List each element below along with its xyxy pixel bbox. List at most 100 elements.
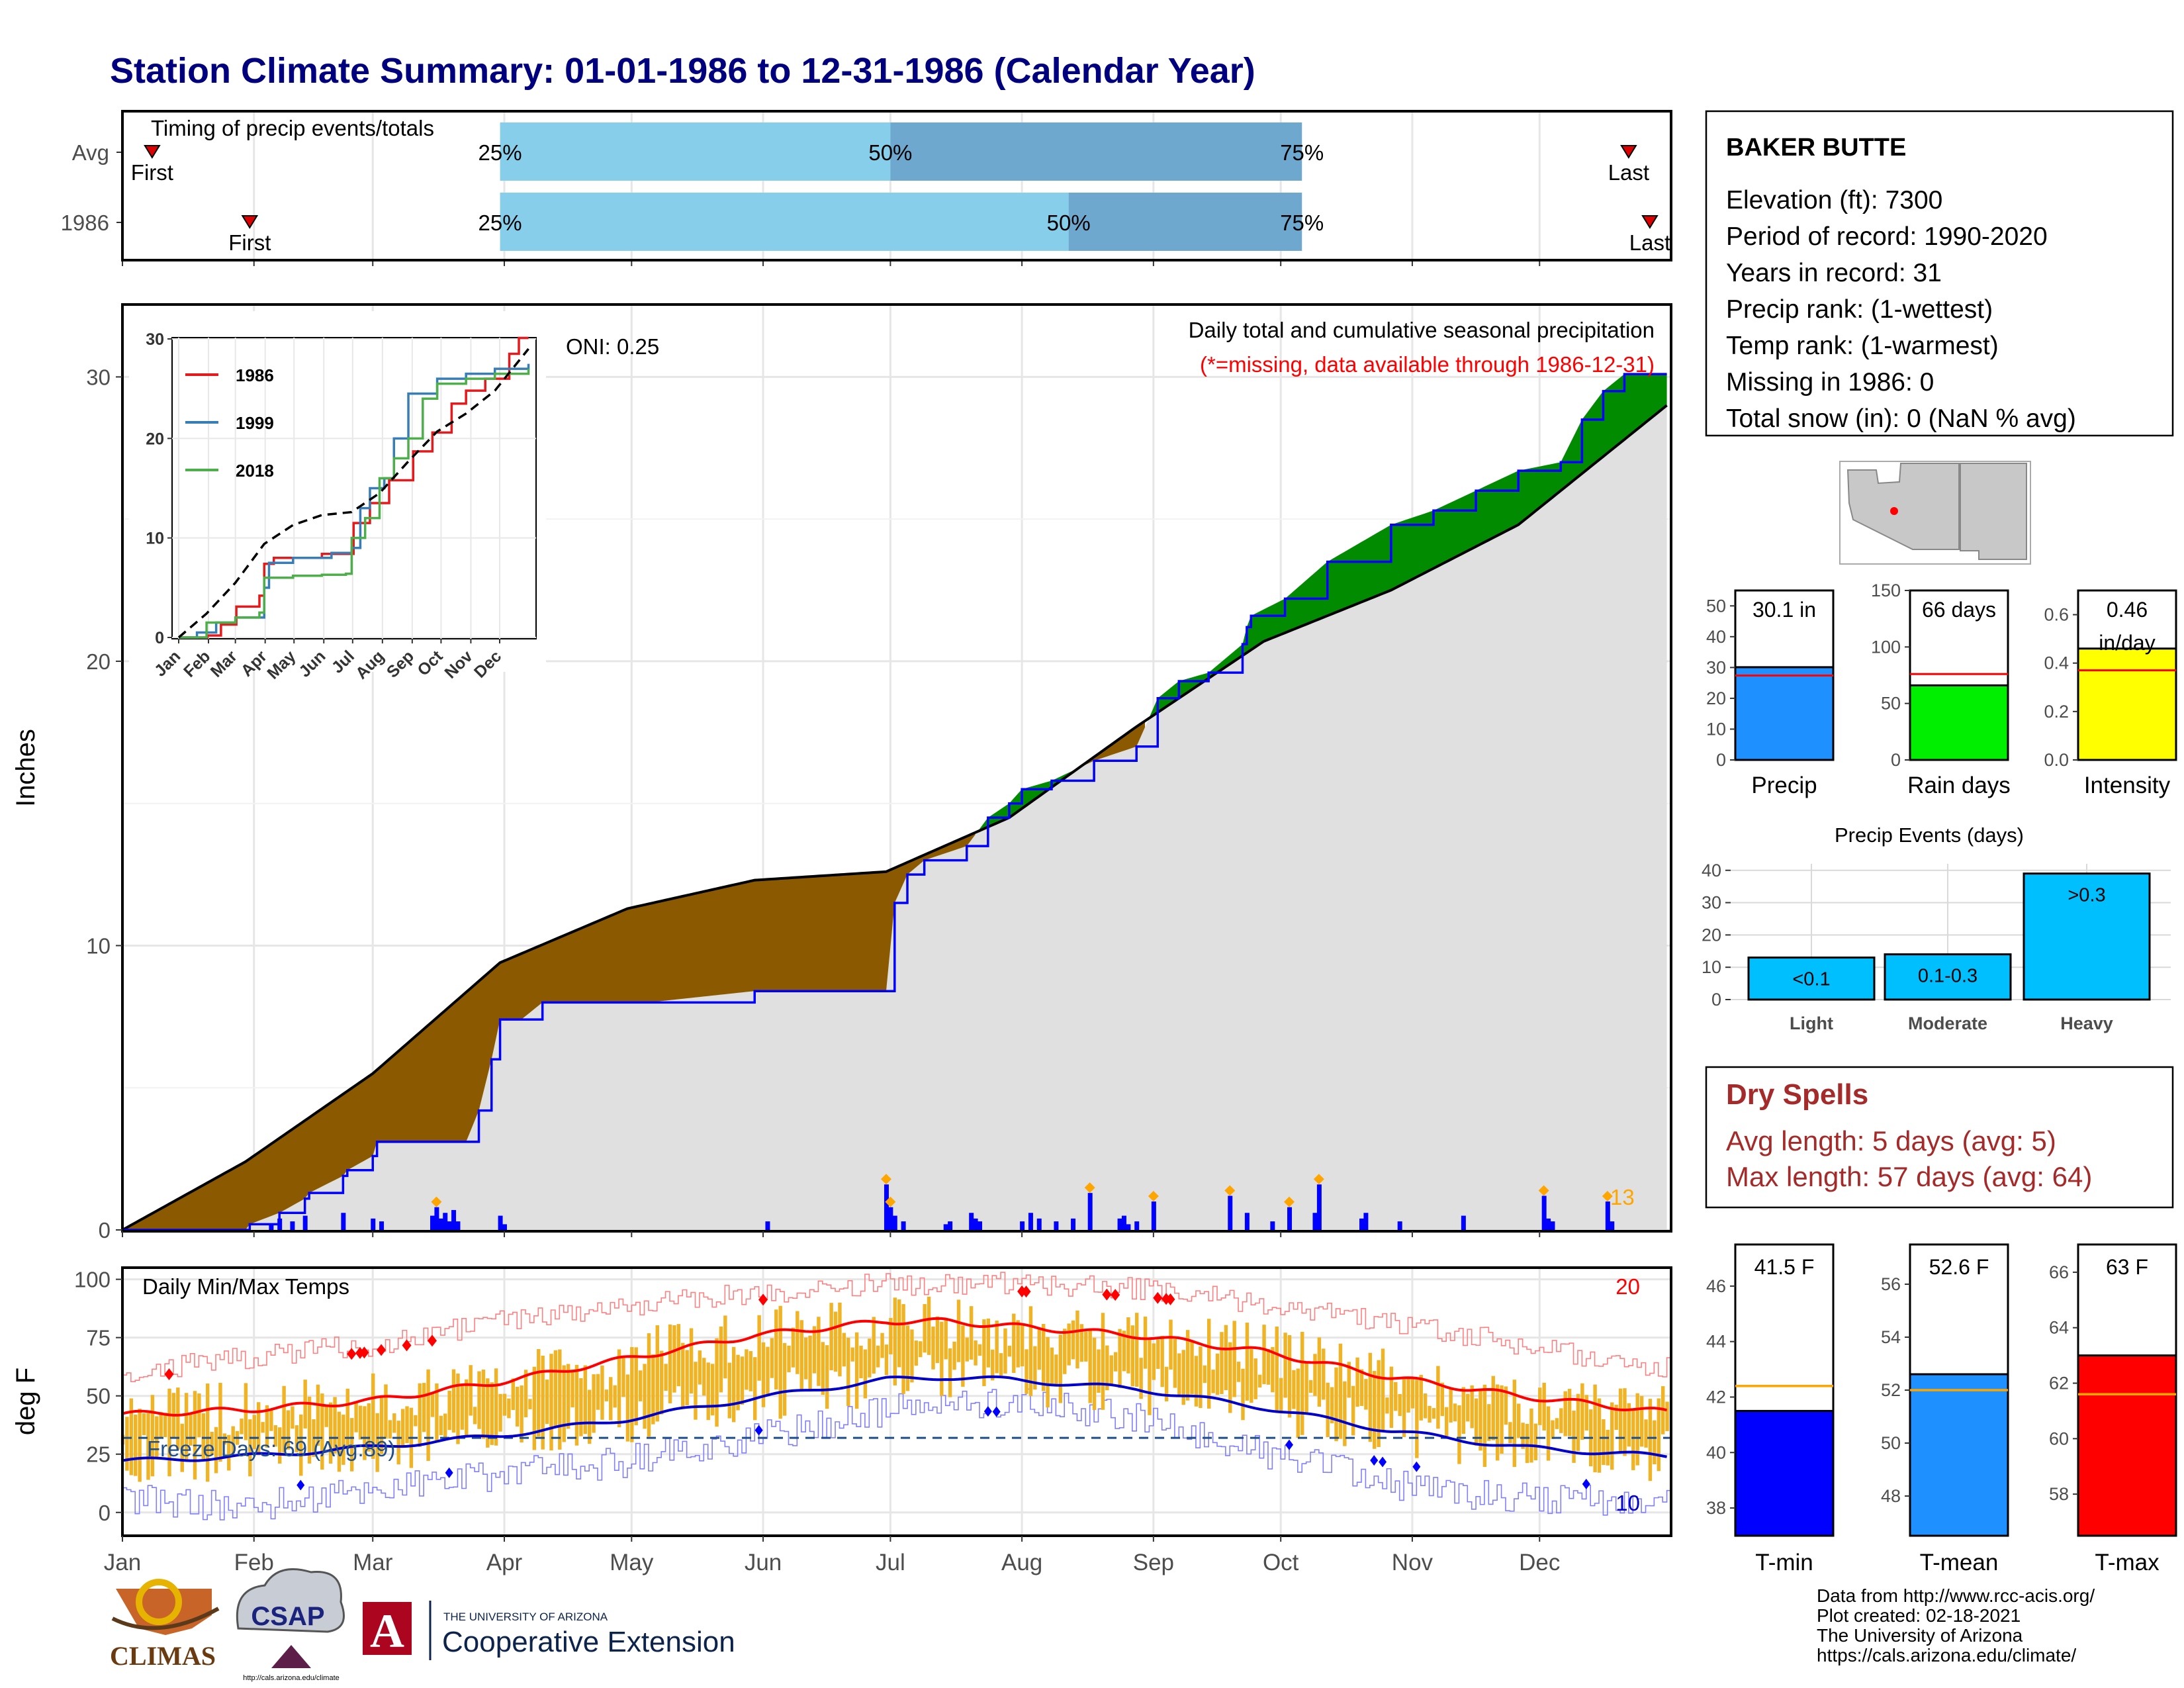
daily-temp-bar	[727, 1362, 731, 1419]
daily-precip-bar	[1020, 1221, 1025, 1230]
precip-annotation-1: Daily total and cumulative seasonal prec…	[1189, 318, 1655, 342]
record-low-marker	[1285, 1439, 1294, 1450]
record-high-marker	[1153, 1291, 1163, 1304]
daily-temp-bar	[439, 1415, 443, 1435]
daily-temp-bar	[638, 1370, 643, 1401]
daily-temp-bar	[1283, 1333, 1287, 1398]
daily-temp-bar	[876, 1345, 880, 1368]
summary-bar-tick-label: 0.4	[2044, 653, 2069, 673]
daily-temp-bar	[884, 1344, 889, 1376]
daily-temp-bar	[384, 1384, 388, 1439]
daily-precip-bar	[379, 1221, 385, 1230]
daily-temp-bar	[1618, 1388, 1623, 1454]
daily-precip-bar	[892, 1215, 897, 1230]
temp-bar-t-min: 38 40 42 44 46 41.5 F T-min	[1706, 1243, 1835, 1575]
daily-temp-bar	[1614, 1405, 1618, 1430]
daily-temp-bar	[1046, 1336, 1050, 1408]
heavy-precip-marker	[880, 1174, 891, 1185]
daily-temp-bar	[523, 1370, 528, 1418]
daily-temp-bar	[549, 1354, 553, 1451]
daily-temp-bar	[846, 1337, 850, 1407]
daily-temp-bar	[842, 1333, 846, 1367]
daily-temp-bar	[702, 1358, 706, 1396]
daily-temp-bar	[630, 1346, 634, 1442]
daily-temp-bar	[1389, 1366, 1394, 1429]
daily-temp-bar	[320, 1393, 324, 1470]
daily-temp-bar	[1292, 1370, 1296, 1409]
daily-precip-bar	[901, 1221, 906, 1230]
daily-temp-bar	[736, 1354, 740, 1411]
daily-temp-bar	[1020, 1325, 1024, 1367]
events-bar-light	[1747, 957, 1876, 1001]
events-bar-label: >0.3	[2068, 885, 2105, 906]
daily-temp-bar	[1533, 1423, 1538, 1460]
daily-precip-bar	[1054, 1221, 1059, 1230]
daily-temp-bar	[1012, 1313, 1016, 1374]
events-bar-heavy	[2023, 872, 2151, 1001]
daily-temp-bar	[150, 1395, 155, 1477]
csap-url: http://cals.arizona.edu/climate	[243, 1674, 340, 1682]
daily-temp-bar	[753, 1357, 757, 1421]
daily-temp-bar	[685, 1350, 689, 1406]
daily-temp-bar	[664, 1364, 668, 1391]
temp-bar-tick-label: 52	[1881, 1380, 1901, 1400]
dry-spells-avg: Avg length: 5 days (avg: 5)	[1726, 1125, 2056, 1156]
daily-temp-bar	[1517, 1403, 1521, 1438]
month-label-nov: Nov	[1392, 1550, 1433, 1575]
events-bar-label: 0.1-0.3	[1918, 966, 1978, 987]
record-high-marker	[1165, 1293, 1175, 1305]
daily-temp-bar	[931, 1327, 935, 1370]
daily-temp-bar	[1487, 1404, 1491, 1441]
summary-bar-value-label: 66 days	[1922, 598, 1996, 622]
timing-bar-50-75	[890, 122, 1302, 181]
daily-temp-bar	[1559, 1408, 1563, 1433]
record-high-marker	[359, 1346, 369, 1359]
ua-name: THE UNIVERSITY OF ARIZONA	[443, 1611, 608, 1623]
record-low-marker	[1582, 1478, 1590, 1489]
daily-temp-bar	[214, 1427, 218, 1474]
station-info-line: Elevation (ft): 7300	[1726, 186, 1942, 214]
daily-temp-bar	[532, 1366, 537, 1450]
daily-temp-bar	[1453, 1403, 1457, 1422]
climas-logo-text: CLIMAS	[110, 1641, 216, 1671]
daily-temp-bar	[1054, 1354, 1058, 1387]
timing-first-label: First	[228, 230, 271, 255]
events-tick-label: 30	[1702, 893, 1721, 913]
daily-temp-bar	[1024, 1349, 1028, 1394]
daily-temp-bar	[163, 1413, 167, 1438]
daily-temp-bar	[770, 1338, 774, 1378]
daily-temp-bar	[647, 1333, 651, 1437]
daily-temp-bar	[1334, 1367, 1338, 1442]
summary-bar-tick-label: 40	[1706, 627, 1726, 647]
daily-temp-bar	[1606, 1429, 1610, 1466]
daily-temp-bar	[1479, 1391, 1482, 1451]
daily-temp-bar	[1644, 1419, 1648, 1448]
month-label-oct: Oct	[1263, 1550, 1299, 1575]
daily-temp-bar	[1250, 1349, 1253, 1403]
daily-temp-bar	[1461, 1387, 1466, 1434]
daily-temp-bar	[278, 1427, 282, 1464]
daily-temp-bar	[341, 1415, 345, 1465]
daily-temp-bar	[1538, 1387, 1542, 1425]
daily-temp-bar	[1529, 1408, 1533, 1463]
temp-bar-tick-label: 48	[1881, 1486, 1901, 1506]
observed-cumulative-line	[122, 373, 1667, 1231]
daily-temp-bar	[1445, 1407, 1449, 1438]
daily-precip-bar	[447, 1221, 452, 1230]
daily-precip-bar	[1287, 1207, 1293, 1230]
daily-precip-bar	[973, 1218, 978, 1230]
daily-temp-bar	[1347, 1362, 1351, 1398]
daily-temp-bar	[252, 1415, 256, 1450]
daily-temp-bar	[1105, 1345, 1109, 1391]
daily-temp-bar	[167, 1388, 171, 1477]
daily-temp-bar	[731, 1346, 736, 1423]
heavy-precip-marker	[885, 1196, 896, 1207]
timing-q75-label: 75%	[1280, 140, 1324, 165]
summary-bar-tick-label: 100	[1871, 637, 1901, 657]
daily-temp-bar	[1326, 1382, 1330, 1437]
daily-temp-bar	[363, 1406, 367, 1460]
daily-temp-bar	[1555, 1418, 1559, 1429]
daily-temp-bar	[927, 1296, 931, 1355]
events-bar-label: <0.1	[1792, 969, 1830, 990]
daily-temp-bar	[1245, 1323, 1250, 1401]
